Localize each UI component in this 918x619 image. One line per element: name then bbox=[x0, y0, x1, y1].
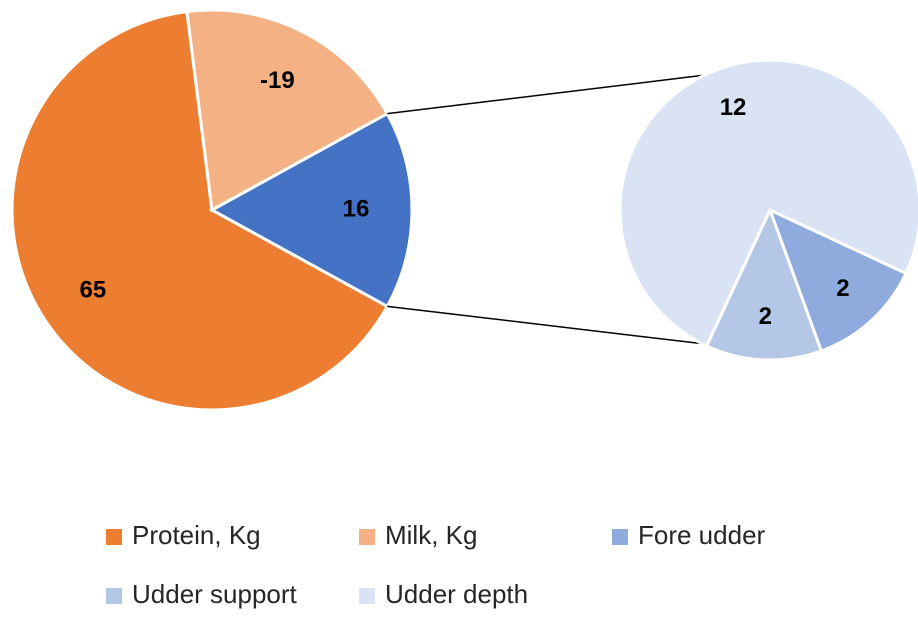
legend-label: Milk, Kg bbox=[385, 520, 477, 550]
pie-slice bbox=[767, 207, 908, 353]
data-label: 2 bbox=[836, 275, 849, 302]
pie-slice bbox=[185, 8, 390, 213]
legend-swatch bbox=[359, 588, 375, 604]
legend-label: Udder depth bbox=[385, 579, 528, 609]
legend-swatch bbox=[359, 529, 375, 545]
legend-swatch bbox=[612, 529, 628, 545]
pie-slice bbox=[10, 9, 390, 412]
data-label: 2 bbox=[759, 303, 772, 330]
legend-swatch bbox=[106, 588, 122, 604]
connector-line bbox=[387, 305, 702, 345]
data-label: 16 bbox=[343, 195, 370, 222]
connector-line bbox=[387, 74, 705, 115]
pie-slice bbox=[208, 111, 414, 309]
data-label: 12 bbox=[720, 94, 747, 121]
pie-slice bbox=[618, 58, 918, 348]
data-label: -19 bbox=[260, 67, 295, 94]
legend-label: Fore udder bbox=[638, 520, 766, 550]
legend-label: Udder support bbox=[132, 579, 298, 609]
legend-swatch bbox=[106, 529, 122, 545]
legend-label: Protein, Kg bbox=[132, 520, 261, 550]
pie-slice bbox=[704, 206, 824, 362]
data-label: 65 bbox=[80, 276, 107, 303]
